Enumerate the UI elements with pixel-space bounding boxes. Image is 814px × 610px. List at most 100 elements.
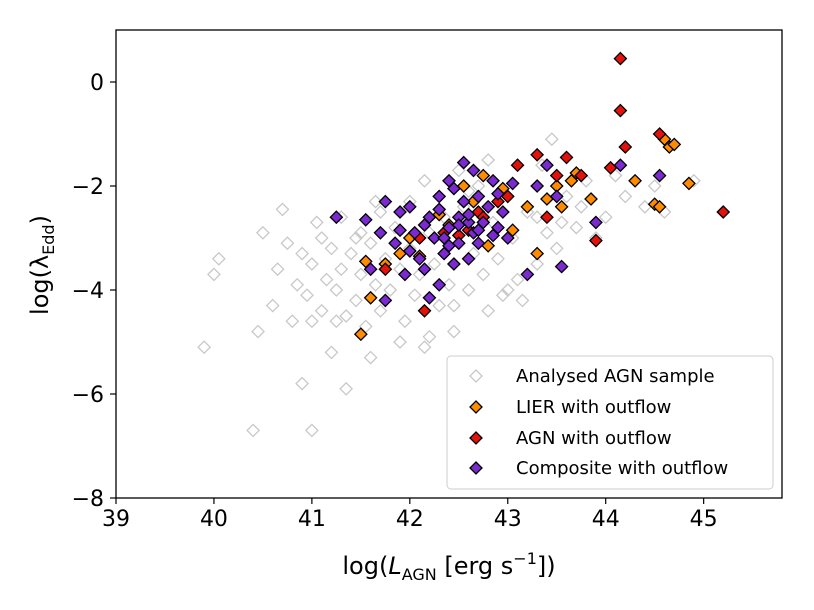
lier-outflow-point xyxy=(540,192,554,206)
analysed-agn-point xyxy=(334,262,349,277)
analysed-agn-point xyxy=(544,132,559,147)
analysed-agn-point xyxy=(304,257,319,271)
analysed-agn-point xyxy=(637,199,652,214)
analysed-agn-point xyxy=(368,194,383,209)
analysed-agn-point xyxy=(647,179,662,193)
lier-outflow-point xyxy=(667,137,682,152)
analysed-agn-point xyxy=(344,246,358,261)
composite-outflow-point xyxy=(461,207,476,222)
analysed-agn-point xyxy=(339,381,354,396)
analysed-agn-point xyxy=(510,272,525,287)
x-tick-label: 40 xyxy=(200,507,228,532)
composite-outflow-point xyxy=(417,262,432,277)
analysed-agn-point xyxy=(211,251,226,266)
x-tick-label: 45 xyxy=(690,507,718,532)
agn-outflow-point xyxy=(417,303,432,318)
analysed-agn-point xyxy=(275,202,290,217)
agn-outflow-point xyxy=(530,147,545,162)
analysed-agn-point xyxy=(417,173,432,188)
y-axis-label: log(λEdd) xyxy=(26,215,58,315)
composite-outflow-point xyxy=(495,205,510,219)
composite-outflow-point xyxy=(456,194,471,209)
analysed-agn-point xyxy=(383,283,398,297)
analysed-agn-point xyxy=(598,210,613,225)
analysed-agn-point xyxy=(349,231,363,245)
composite-outflow-point xyxy=(540,158,554,173)
analysed-agn-point xyxy=(295,376,310,391)
composite-outflow-point xyxy=(505,176,520,191)
composite-outflow-point xyxy=(554,259,569,274)
analysed-agn-point xyxy=(300,288,314,303)
lier-outflow-point xyxy=(554,199,569,214)
agn-outflow-point xyxy=(613,51,628,66)
analysed-agn-point xyxy=(373,205,388,219)
lier-outflow-point xyxy=(353,327,368,342)
analysed-agn-point xyxy=(417,340,432,355)
analysed-agn-point xyxy=(461,283,476,297)
legend-label-agn: AGN with outflow xyxy=(516,428,672,449)
composite-outflow-point xyxy=(491,186,505,201)
analysed-agn-point xyxy=(574,199,589,214)
composite-outflow-point xyxy=(530,179,545,193)
agn-outflow-point xyxy=(716,205,731,219)
analysed-agn-point xyxy=(309,215,324,230)
analysed-agn-point xyxy=(314,303,329,318)
analysed-agn-point xyxy=(491,251,505,266)
composite-outflow-point xyxy=(471,189,486,204)
analysed-agn-point xyxy=(618,189,633,204)
analysed-agn-point xyxy=(363,350,378,365)
composite-outflow-point xyxy=(471,236,486,251)
composite-outflow-point xyxy=(456,155,471,170)
analysed-agn-point xyxy=(427,257,442,271)
agn-outflow-point xyxy=(613,103,628,118)
composite-outflow-point xyxy=(471,223,486,238)
analysed-agn-point xyxy=(398,314,412,329)
analysed-agn-point xyxy=(554,215,569,230)
analysed-agn-point xyxy=(407,288,422,303)
lier-outflow-point xyxy=(652,199,667,214)
composite-outflow-point xyxy=(407,225,422,240)
composite-outflow-point xyxy=(446,257,461,271)
composite-outflow-point xyxy=(442,238,456,253)
data-points xyxy=(197,51,731,438)
agn-outflow-point xyxy=(540,210,554,225)
composite-outflow-point xyxy=(446,181,461,196)
agn-outflow-point xyxy=(549,168,564,183)
analysed-agn-point xyxy=(481,303,496,318)
composite-outflow-point xyxy=(520,267,535,282)
agn-outflow-point xyxy=(603,160,618,175)
analysed-agn-point xyxy=(197,340,212,355)
lier-outflow-point xyxy=(584,192,598,206)
composite-outflow-point xyxy=(363,262,378,277)
composite-outflow-point xyxy=(549,189,564,204)
composite-outflow-point xyxy=(402,199,417,214)
analysed-agn-point xyxy=(549,241,564,256)
legend-label-analysed: Analysed AGN sample xyxy=(516,366,715,387)
analysed-agn-point xyxy=(290,277,305,292)
plot-frame xyxy=(115,29,783,499)
analysed-agn-point xyxy=(432,298,447,313)
analysed-agn-point xyxy=(265,298,280,313)
analysed-agn-point xyxy=(393,335,407,349)
composite-outflow-point xyxy=(486,173,500,188)
lier-outflow-point xyxy=(476,168,491,183)
composite-outflow-point xyxy=(432,202,447,217)
analysed-agn-point xyxy=(319,272,334,287)
agn-outflow-point xyxy=(588,233,603,248)
composite-outflow-point xyxy=(432,277,447,292)
x-tick-label: 41 xyxy=(298,507,326,532)
agn-outflow-point xyxy=(559,150,574,165)
x-tick-label: 44 xyxy=(592,507,620,532)
legend-marker-agn-outflow xyxy=(469,431,483,445)
analysed-agn-point xyxy=(442,277,456,292)
composite-outflow-point xyxy=(412,251,427,266)
x-tick-label: 42 xyxy=(396,507,424,532)
analysed-agn-point xyxy=(207,267,221,282)
analysed-agn-point xyxy=(540,225,554,240)
analysed-agn-point xyxy=(520,205,535,219)
x-tick-label: 39 xyxy=(102,507,130,532)
analysed-agn-point xyxy=(329,314,344,329)
composite-outflow-point xyxy=(461,215,476,230)
x-axis-label: log(LAGN [erg s−1]) xyxy=(342,549,555,584)
analysed-agn-point xyxy=(495,288,510,303)
